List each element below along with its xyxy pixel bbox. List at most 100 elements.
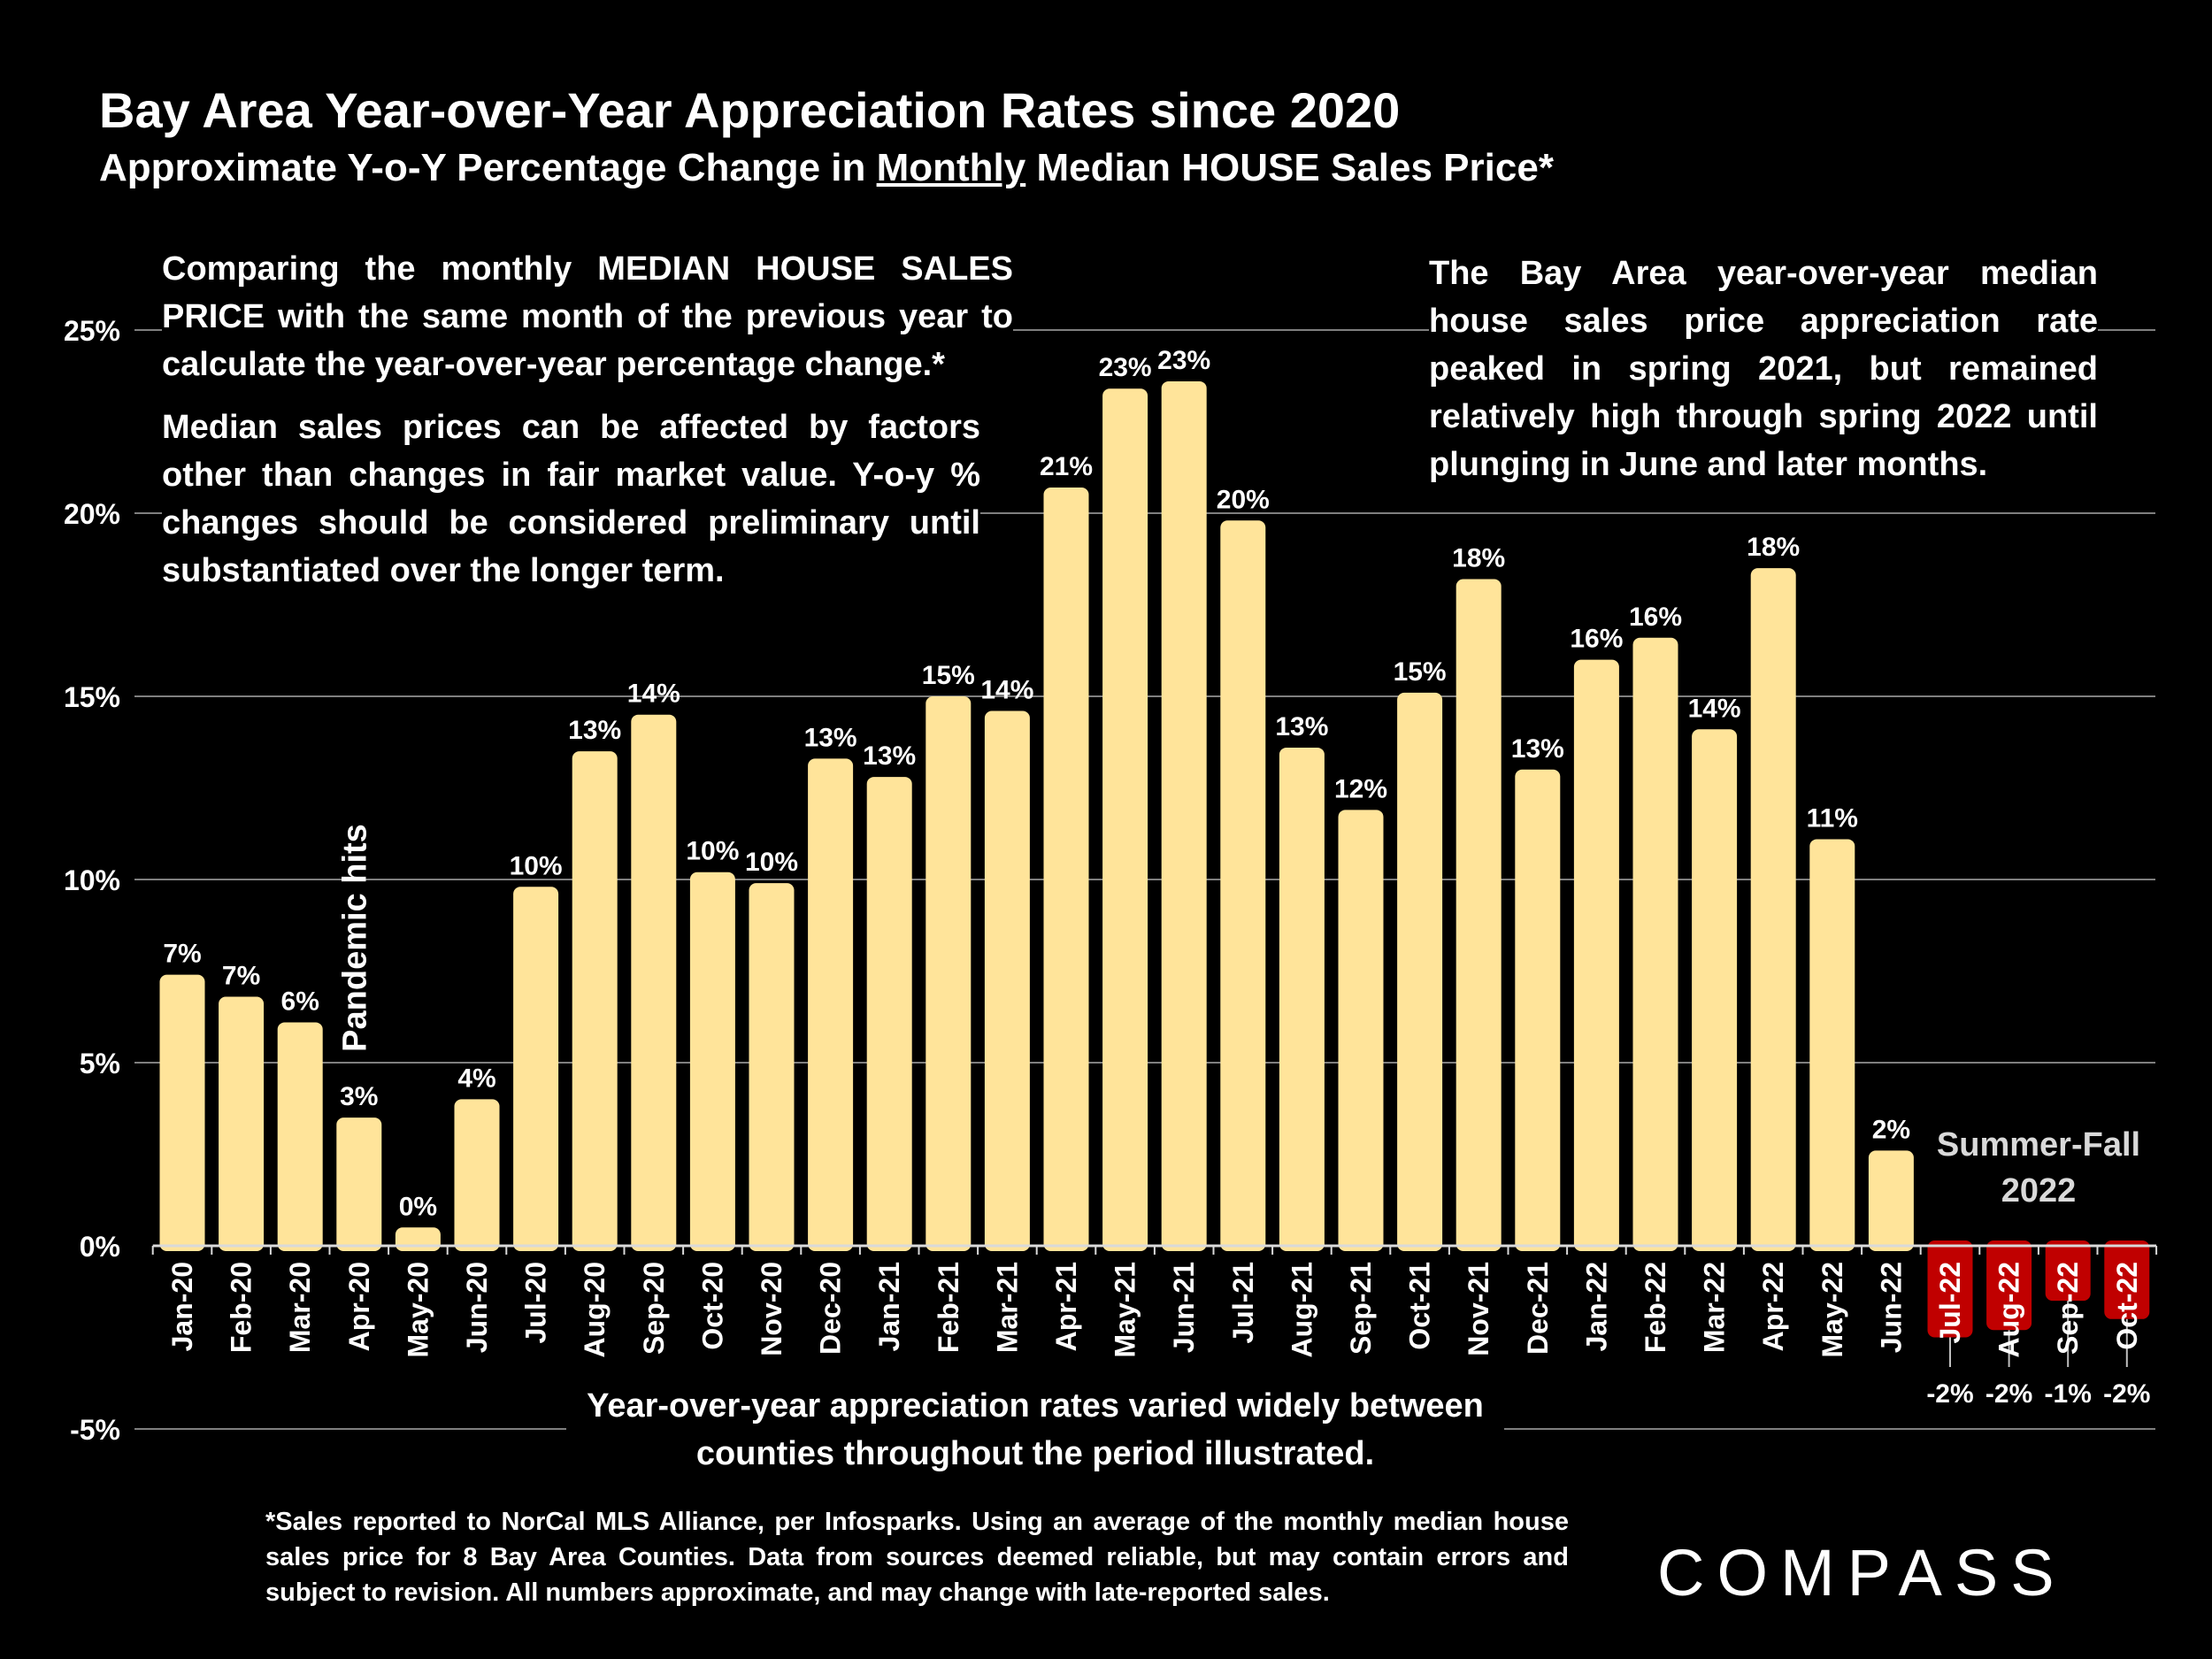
data-label: 4% xyxy=(457,1064,495,1093)
y-tick-label: -5% xyxy=(70,1414,120,1446)
x-tick-label: Jul-21 xyxy=(1227,1262,1259,1343)
x-tick-label: Sep-21 xyxy=(1345,1262,1377,1355)
y-tick-label: 20% xyxy=(64,498,120,530)
bar xyxy=(1220,520,1266,1251)
bar xyxy=(926,696,972,1251)
x-tick-label: Dec-20 xyxy=(815,1262,847,1355)
x-tick-label: Dec-21 xyxy=(1522,1262,1554,1355)
annotation-peak: The Bay Area year-over-year median house… xyxy=(1429,250,2098,488)
bar xyxy=(689,872,735,1251)
data-label: 6% xyxy=(281,987,319,1016)
data-label: 16% xyxy=(1629,603,1682,632)
chart-subtitle: Approximate Y-o-Y Percentage Change in M… xyxy=(99,146,1554,190)
bar xyxy=(1750,568,1796,1251)
bar xyxy=(749,883,795,1251)
data-label: 13% xyxy=(1511,734,1564,764)
bar xyxy=(395,1227,441,1251)
data-label: 15% xyxy=(922,661,975,690)
data-label: 15% xyxy=(1394,657,1447,687)
data-label: -2% xyxy=(2103,1379,2150,1409)
data-label: 18% xyxy=(1452,544,1505,573)
x-tick-label: Jan-22 xyxy=(1580,1262,1612,1351)
y-tick-label: 10% xyxy=(64,864,120,896)
x-tick-label: Jun-21 xyxy=(1168,1262,1200,1353)
data-label: 3% xyxy=(340,1082,378,1111)
data-label: 11% xyxy=(1807,803,1858,833)
bar xyxy=(454,1099,500,1251)
x-tick-label: May-21 xyxy=(1110,1262,1141,1358)
data-label: 13% xyxy=(863,741,916,771)
data-label: 12% xyxy=(1334,774,1387,803)
subtitle-underlined: Monthly xyxy=(876,146,1026,189)
x-tick-label: Oct-22 xyxy=(2111,1262,2143,1350)
x-tick-label: Apr-20 xyxy=(343,1262,375,1351)
x-tick-label: Apr-21 xyxy=(1050,1262,1082,1351)
data-label: 13% xyxy=(1275,712,1328,741)
data-label: 21% xyxy=(1040,452,1093,481)
data-label: 10% xyxy=(745,848,798,877)
y-tick-label: 25% xyxy=(64,315,120,347)
compass-logo: COMPASS xyxy=(1657,1536,2067,1609)
data-label: 10% xyxy=(686,837,739,866)
annotation-pandemic: Pandemic hits xyxy=(336,824,374,1052)
bar xyxy=(808,758,854,1251)
bar xyxy=(1043,488,1089,1251)
data-label: -2% xyxy=(1926,1379,1973,1409)
data-label: 14% xyxy=(627,680,680,709)
data-label: 14% xyxy=(1688,694,1741,723)
x-tick-label: Oct-20 xyxy=(696,1262,728,1350)
x-tick-label: Jan-21 xyxy=(873,1262,905,1351)
footnote: *Sales reported to NorCal MLS Alliance, … xyxy=(265,1508,1569,1607)
x-tick-label: Jul-20 xyxy=(520,1262,552,1343)
x-tick-label: Mar-20 xyxy=(284,1262,316,1353)
bar xyxy=(1986,1240,2032,1331)
data-label: 13% xyxy=(568,716,621,745)
bar xyxy=(1455,579,1502,1251)
x-tick-label: May-20 xyxy=(402,1262,434,1358)
bar xyxy=(1927,1240,1973,1338)
bar xyxy=(631,714,677,1251)
data-label: 14% xyxy=(980,676,1033,705)
data-label: 7% xyxy=(163,940,201,969)
annotation-counties: Year-over-year appreciation rates varied… xyxy=(566,1382,1504,1478)
x-tick-label: Jul-22 xyxy=(1934,1262,1966,1343)
x-tick-label: Aug-20 xyxy=(579,1262,611,1357)
x-tick-label: Mar-21 xyxy=(991,1262,1023,1353)
data-label: -1% xyxy=(2045,1379,2092,1409)
data-label: 7% xyxy=(222,961,260,990)
bar xyxy=(2104,1240,2150,1319)
bar xyxy=(336,1118,382,1251)
bar xyxy=(1809,839,1855,1251)
x-tick-label: Sep-20 xyxy=(638,1262,670,1355)
bar xyxy=(513,887,559,1251)
x-tick-label: Feb-21 xyxy=(933,1262,964,1353)
y-tick-label: 15% xyxy=(64,681,120,713)
chart-title: Bay Area Year-over-Year Appreciation Rat… xyxy=(99,82,1401,138)
data-label: 20% xyxy=(1217,485,1270,514)
x-tick-label: Mar-22 xyxy=(1699,1262,1731,1353)
x-tick-label: Feb-20 xyxy=(226,1262,257,1353)
x-tick-label: Aug-22 xyxy=(1993,1262,2025,1357)
bar xyxy=(1397,692,1443,1251)
bar xyxy=(866,777,912,1251)
bar xyxy=(1515,769,1561,1251)
x-tick-label: Apr-22 xyxy=(1757,1262,1789,1351)
x-tick-label: Oct-21 xyxy=(1404,1262,1436,1350)
bar xyxy=(1161,380,1207,1252)
data-label: 2% xyxy=(1872,1115,1910,1144)
bar xyxy=(984,710,1030,1251)
bar xyxy=(277,1022,323,1251)
data-label: 0% xyxy=(399,1192,437,1221)
annotation-caveat: Median sales prices can be affected by f… xyxy=(162,403,980,595)
subtitle-post: Median HOUSE Sales Price* xyxy=(1025,146,1554,189)
x-tick-label: Jun-22 xyxy=(1875,1262,1907,1353)
bar xyxy=(1102,388,1148,1251)
x-tick-label: Nov-20 xyxy=(756,1262,787,1356)
data-label: 10% xyxy=(510,851,563,880)
bar xyxy=(1573,659,1619,1251)
x-tick-label: Nov-21 xyxy=(1463,1262,1494,1356)
y-tick-label: 0% xyxy=(80,1231,120,1263)
data-label: 13% xyxy=(804,723,857,752)
data-label: 18% xyxy=(1747,533,1800,562)
bar xyxy=(219,996,265,1251)
